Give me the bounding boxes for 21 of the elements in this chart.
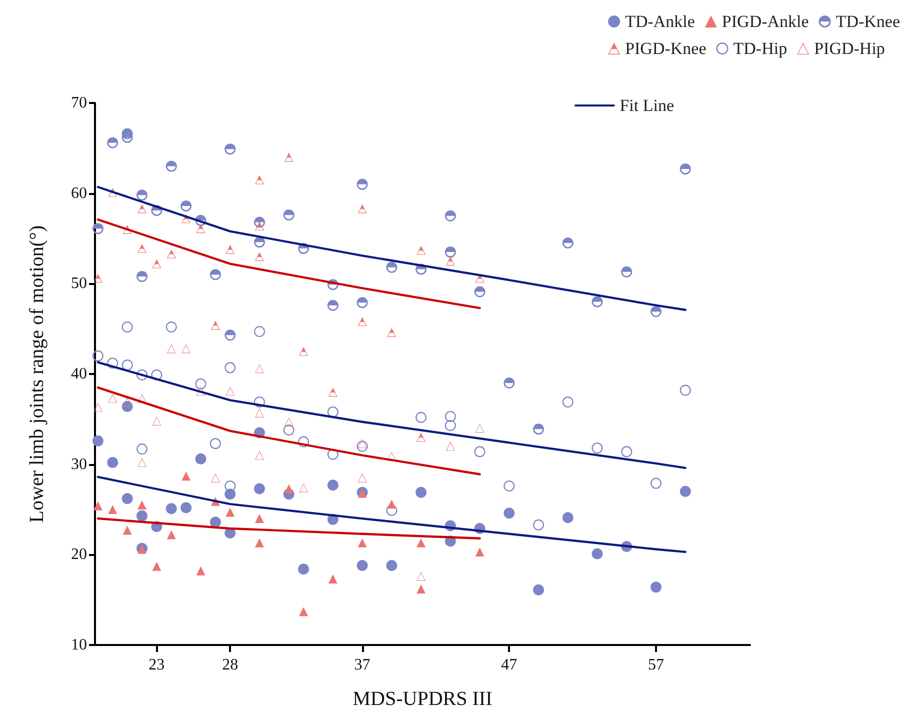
y-tick-label: 70 [71,94,87,112]
legend-label: TD-Hip [733,39,788,58]
x-tick-label: 23 [148,656,165,674]
x-tick-label: 47 [501,656,518,674]
y-tick-label: 20 [71,546,87,564]
x-axis-title: MDS-UPDRS III [352,688,492,710]
x-tick-label: 57 [648,656,664,674]
y-tick-label: 60 [71,184,87,202]
legend-label: PIGD-Knee [625,39,706,58]
legend-label: PIGD-Ankle [722,12,809,31]
x-tick-label: 37 [354,656,370,674]
legend-label: Fit Line [620,96,674,115]
legend-label: TD-Ankle [625,12,695,31]
y-tick-label: 30 [71,456,87,473]
legend-label: PIGD-Hip [814,39,885,58]
x-tick-label: 28 [222,656,238,674]
y-tick-label: 50 [71,275,87,292]
y-tick-label: 40 [71,366,87,382]
y-axis-title: Lower limb joints range of motion(°) [26,225,48,523]
legend-label: TD-Knee [836,12,900,31]
y-tick-label: 10 [71,636,87,654]
